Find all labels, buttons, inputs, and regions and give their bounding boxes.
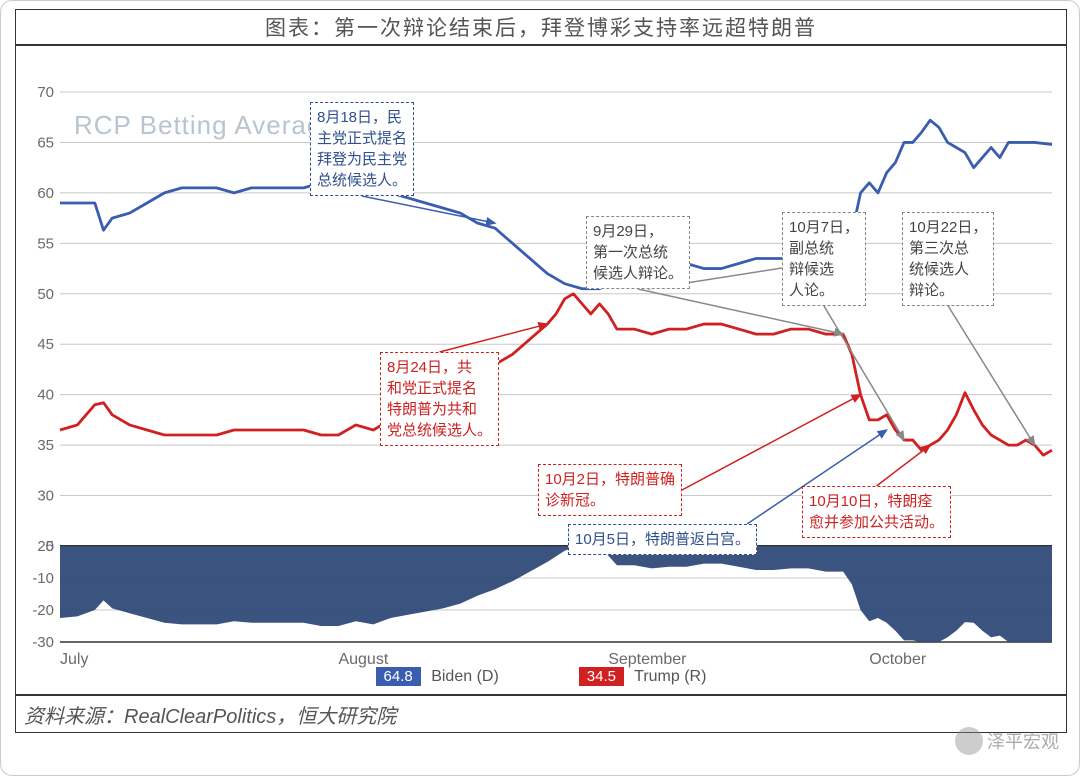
callout-c2: 8月24日，共 和党正式提名 特朗普为共和 党总统候选人。 (380, 352, 499, 446)
chart-svg: 253035404550556065700-10-20-30JulyAugust… (16, 46, 1068, 694)
callout-c4: 10月2日，特朗普确 诊新冠。 (538, 464, 682, 516)
svg-text:September: September (608, 651, 687, 668)
legend-biden: 64.8 Biden (D) (376, 667, 499, 686)
chart-title: 图表：第一次辩论结束后，拜登博彩支持率远超特朗普 (16, 10, 1066, 46)
chart-container: 图表：第一次辩论结束后，拜登博彩支持率远超特朗普 253035404550556… (15, 9, 1067, 733)
callout-c1: 8月18日，民 主党正式提名 拜登为民主党 总统候选人。 (310, 102, 414, 196)
callout-c8: 10月22日， 第三次总 统候选人 辩论。 (902, 212, 994, 306)
callout-c6: 10月7日， 副总统 辩候选 人论。 (782, 212, 866, 306)
channel-watermark: 泽平宏观 (955, 727, 1059, 755)
legend-biden-label: Biden (D) (431, 668, 499, 685)
svg-text:60: 60 (37, 185, 54, 202)
legend-trump: 34.5 Trump (R) (579, 667, 707, 686)
svg-text:55: 55 (37, 235, 54, 252)
callout-c5: 10月5日，特朗普返白宫。 (568, 524, 757, 555)
svg-text:35: 35 (37, 437, 54, 454)
legend-trump-badge: 34.5 (579, 667, 624, 686)
source-label: 资料来源：RealClearPolitics，恒大研究院 (16, 694, 1066, 732)
channel-watermark-text: 泽平宏观 (987, 728, 1059, 754)
svg-text:-10: -10 (32, 570, 54, 587)
svg-text:July: July (60, 651, 88, 668)
legend: 64.8 Biden (D) 34.5 Trump (R) (16, 667, 1066, 686)
svg-text:October: October (869, 651, 927, 668)
svg-text:30: 30 (37, 488, 54, 505)
svg-text:August: August (338, 651, 388, 668)
svg-text:-20: -20 (32, 602, 54, 619)
svg-text:-30: -30 (32, 634, 54, 651)
svg-text:50: 50 (37, 286, 54, 303)
callout-c3: 9月29日， 第一次总统 候选人辩论。 (586, 216, 690, 289)
chart-body: 253035404550556065700-10-20-30JulyAugust… (16, 46, 1066, 694)
callout-c7: 10月10日，特朗痊 愈并参加公共活动。 (802, 486, 951, 538)
svg-text:65: 65 (37, 134, 54, 151)
svg-text:0: 0 (46, 538, 54, 555)
svg-text:40: 40 (37, 387, 54, 404)
watermark-text: RCP Betting Average (74, 110, 338, 141)
legend-biden-badge: 64.8 (376, 667, 421, 686)
channel-logo-icon (955, 727, 983, 755)
legend-trump-label: Trump (R) (634, 668, 706, 685)
svg-text:70: 70 (37, 84, 54, 101)
svg-text:45: 45 (37, 336, 54, 353)
